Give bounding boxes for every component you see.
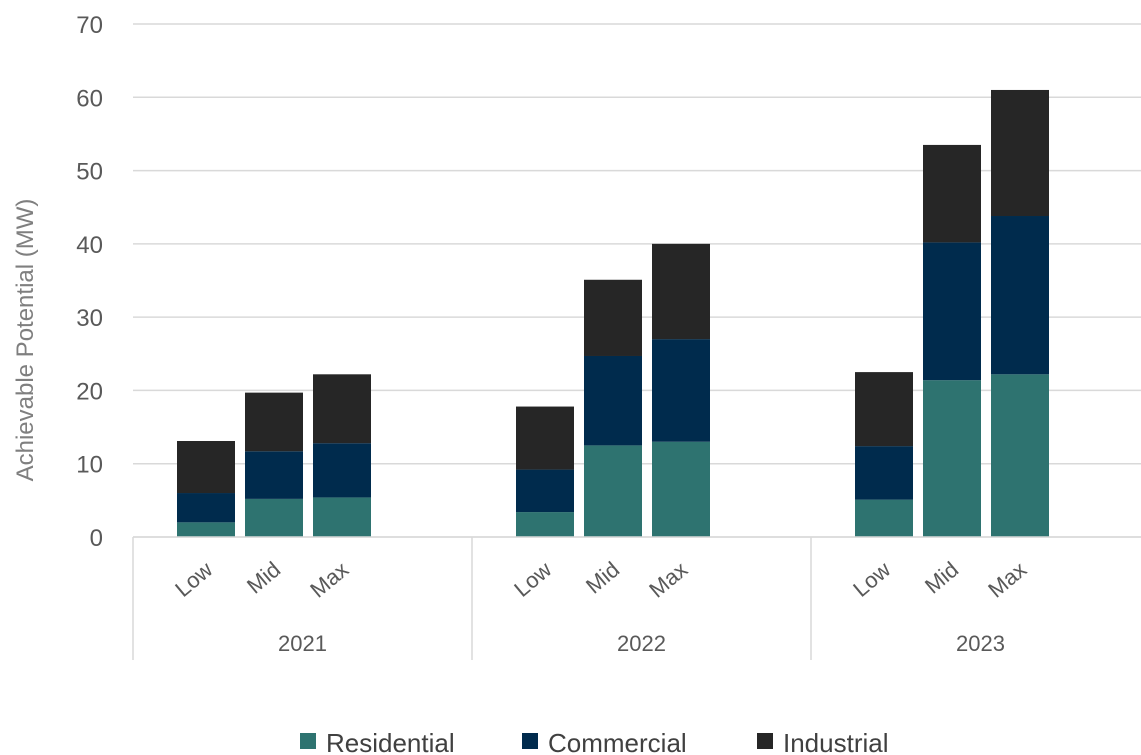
legend-swatch-residential	[300, 733, 316, 749]
y-tick-label: 30	[76, 305, 103, 332]
x-category-label: Mid	[242, 557, 285, 599]
bar-commercial-2021-max	[313, 443, 371, 498]
bar-industrial-2021-low	[177, 440, 235, 494]
legend-label-commercial: Commercial	[548, 728, 687, 755]
y-tick-label: 40	[76, 232, 103, 259]
bars	[177, 89, 1049, 537]
x-category-label: Max	[305, 557, 353, 603]
x-axis: Low Mid Max 2021 Low Mid Max 2022 Low Mid Max 2023	[132, 536, 1141, 660]
x-category-label: Mid	[581, 557, 624, 599]
bar-industrial-2023-mid	[923, 144, 981, 243]
y-tick-label: 20	[76, 378, 103, 405]
bar-commercial-2023-low	[855, 446, 913, 500]
bar-commercial-2022-max	[652, 339, 710, 442]
bar-industrial-2023-max	[991, 89, 1049, 217]
bar-industrial-2023-low	[855, 372, 913, 447]
bar-residential-2022-low	[516, 512, 574, 537]
y-axis-label: Achievable Potential (MW)	[12, 199, 39, 482]
x-category-label: Max	[644, 557, 692, 603]
bar-residential-2021-max	[313, 497, 371, 537]
bar-commercial-2021-mid	[245, 451, 303, 499]
legend-swatch-industrial	[757, 733, 773, 749]
bar-commercial-2022-low	[516, 469, 574, 513]
y-tick-label: 70	[76, 12, 103, 39]
bar-commercial-2023-mid	[923, 242, 981, 381]
y-axis-ticks: 0 10 20 30 40 50 60 70	[76, 12, 103, 552]
x-group-label: 2021	[278, 631, 327, 656]
bar-residential-2021-mid	[245, 498, 303, 537]
x-category-label: Low	[848, 557, 895, 602]
bar-commercial-2023-max	[991, 216, 1049, 375]
bar-residential-2022-max	[652, 441, 710, 537]
bar-commercial-2022-mid	[584, 355, 642, 446]
x-group-label: 2022	[617, 631, 666, 656]
bar-industrial-2021-mid	[245, 392, 303, 452]
x-category-label: Low	[509, 557, 556, 602]
bar-commercial-2021-low	[177, 493, 235, 523]
legend: Residential Commercial Industrial	[300, 728, 889, 755]
x-category-label: Mid	[920, 557, 963, 599]
y-tick-label: 60	[76, 85, 103, 112]
bar-residential-2021-low	[177, 522, 235, 537]
y-tick-label: 0	[90, 525, 103, 552]
legend-swatch-commercial	[522, 733, 538, 749]
bar-industrial-2021-max	[313, 374, 371, 444]
bar-industrial-2022-max	[652, 243, 710, 340]
bar-residential-2023-low	[855, 499, 913, 537]
x-category-label: Max	[983, 557, 1031, 603]
legend-label-industrial: Industrial	[783, 728, 889, 755]
y-tick-label: 50	[76, 159, 103, 186]
bar-industrial-2022-mid	[584, 279, 642, 356]
x-group-label: 2023	[956, 631, 1005, 656]
bar-industrial-2022-low	[516, 406, 574, 470]
y-tick-label: 10	[76, 452, 103, 479]
bar-residential-2022-mid	[584, 445, 642, 537]
bar-residential-2023-mid	[923, 380, 981, 537]
x-category-label: Low	[170, 557, 217, 602]
bar-residential-2023-max	[991, 374, 1049, 537]
legend-label-residential: Residential	[326, 728, 455, 755]
